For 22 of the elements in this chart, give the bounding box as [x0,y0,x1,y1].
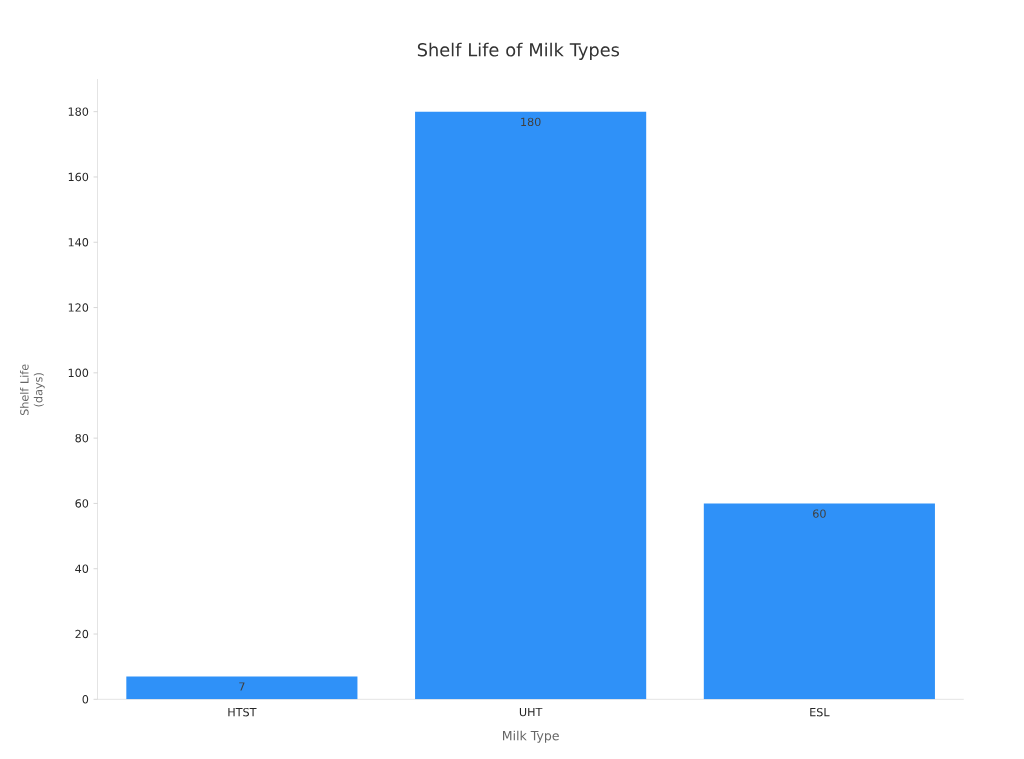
y-tick-label: 180 [68,107,89,117]
bar [703,503,935,700]
data-label: 7 [239,682,245,691]
y-tick-label: 160 [68,172,89,182]
y-tick-label: 40 [75,564,89,574]
bar [415,111,647,700]
x-tick-label: UHT [519,708,543,717]
y-tick-label: 120 [68,303,89,312]
y-tick-label: 60 [75,499,89,508]
y-tick-label: 80 [75,434,89,443]
y-tick-label: 140 [68,238,89,247]
y-axis-title: Shelf Life (days) [19,364,45,416]
bar [126,676,358,700]
y-tick-label: 0 [82,695,89,704]
y-tick-label: 20 [75,629,89,639]
data-label: 180 [521,117,541,127]
y-tick-label: 100 [68,368,89,378]
data-label: 60 [813,509,826,519]
chart-title: Shelf Life of Milk Types [417,42,620,61]
x-tick-label: HTST [228,708,257,717]
x-tick-label: ESL [810,708,830,717]
x-axis-title: Milk Type [503,730,559,744]
